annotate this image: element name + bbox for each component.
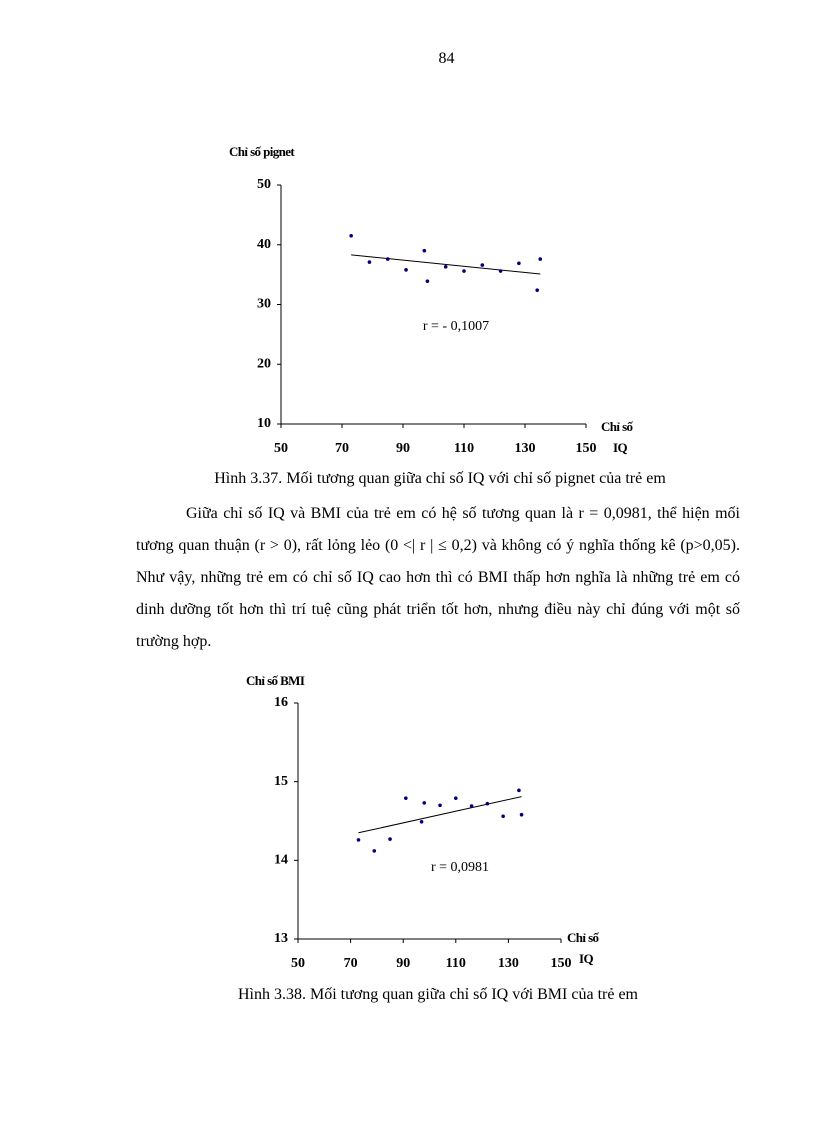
data-point	[517, 788, 521, 793]
data-point	[422, 248, 427, 253]
data-point	[443, 265, 448, 269]
data-point	[462, 269, 466, 273]
data-point	[517, 261, 521, 266]
data-point	[438, 803, 442, 808]
data-point	[498, 269, 503, 273]
x-axis-label: IQ	[579, 951, 593, 966]
data-point	[404, 796, 408, 800]
x-tick-label: 90	[396, 441, 410, 456]
x-tick-label: 50	[274, 441, 288, 456]
x-axis-label: Chỉ số	[567, 930, 600, 945]
x-tick-label: 130	[498, 956, 519, 971]
x-tick-label: 70	[335, 441, 349, 456]
y-tick-label: 13	[274, 931, 288, 946]
y-tick-label: 50	[257, 177, 271, 192]
x-tick-label: 110	[454, 441, 474, 456]
trendline	[358, 796, 522, 834]
data-point	[535, 288, 539, 292]
data-point	[422, 801, 427, 805]
x-tick-label: 90	[396, 956, 410, 971]
caption: Hình 3.37. Mối tương quan giữa chỉ số IQ…	[214, 470, 666, 487]
x-tick-label: 50	[291, 956, 305, 971]
data-point	[454, 796, 458, 800]
data-point	[349, 233, 353, 238]
x-tick-label: 150	[576, 441, 597, 456]
annotation: r = 0,0981	[431, 860, 489, 875]
y-tick-label: 14	[274, 853, 288, 868]
data-point	[404, 268, 408, 272]
trendline	[351, 254, 541, 275]
page-number: 84	[438, 50, 455, 67]
y-tick-label: 40	[257, 237, 271, 252]
x-tick-label: 70	[344, 956, 358, 971]
x-tick-label: 150	[551, 956, 572, 971]
data-point	[425, 279, 430, 283]
data-point	[385, 257, 390, 261]
caption: Hình 3.38. Mối tương quan giữa chỉ số IQ…	[238, 986, 638, 1003]
x-tick-label: 110	[446, 956, 466, 971]
y-tick-label: 15	[274, 774, 288, 789]
data-point	[367, 260, 372, 264]
data-point	[372, 849, 377, 853]
data-point	[485, 801, 490, 806]
x-axis-label: IQ	[613, 440, 627, 455]
paragraph: Giữa chỉ số IQ và BMI của trẻ em có hệ s…	[136, 505, 740, 650]
y-tick-label: 20	[257, 356, 271, 371]
data-point	[480, 263, 485, 267]
data-point	[356, 838, 361, 842]
y-axis-label: Chỉ số BMI	[246, 673, 305, 688]
data-point	[538, 257, 543, 261]
y-tick-label: 16	[274, 695, 288, 710]
data-point	[388, 837, 392, 841]
data-point	[519, 812, 524, 817]
annotation: r = - 0,1007	[423, 319, 489, 334]
x-axis-label: Chỉ số	[601, 419, 634, 434]
y-axis-label: Chỉ số pignet	[229, 144, 295, 159]
y-tick-label: 10	[257, 416, 271, 431]
data-point	[469, 804, 474, 808]
y-tick-label: 30	[257, 297, 271, 312]
x-tick-label: 130	[515, 441, 536, 456]
data-point	[419, 819, 424, 824]
data-point	[501, 814, 505, 819]
